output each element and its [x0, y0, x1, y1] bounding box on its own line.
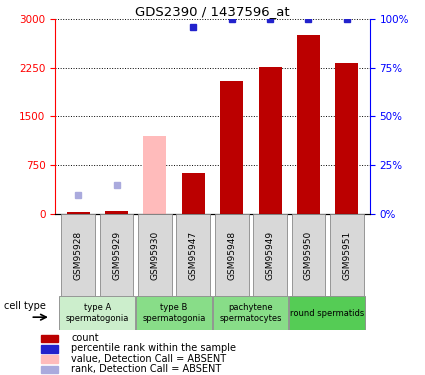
- Bar: [61, 214, 95, 296]
- Bar: [297, 35, 320, 214]
- Bar: [42, 345, 58, 352]
- Bar: [42, 335, 58, 342]
- Text: pachytene
spermatocytes: pachytene spermatocytes: [220, 303, 282, 323]
- Text: rank, Detection Call = ABSENT: rank, Detection Call = ABSENT: [71, 364, 222, 374]
- Title: GDS2390 / 1437596_at: GDS2390 / 1437596_at: [135, 4, 290, 18]
- Text: GSM95928: GSM95928: [74, 230, 83, 280]
- Text: GSM95947: GSM95947: [189, 230, 198, 280]
- Text: GSM95930: GSM95930: [150, 230, 159, 280]
- Bar: [292, 214, 325, 296]
- Bar: [253, 214, 287, 296]
- Bar: [182, 174, 205, 214]
- Bar: [105, 211, 128, 214]
- Text: GSM95929: GSM95929: [112, 230, 121, 280]
- Bar: [215, 214, 249, 296]
- Bar: [144, 136, 167, 214]
- Text: round spermatids: round spermatids: [290, 309, 365, 318]
- Text: GSM95951: GSM95951: [342, 230, 351, 280]
- Bar: [138, 214, 172, 296]
- Bar: [42, 366, 58, 373]
- Bar: [59, 296, 135, 330]
- Bar: [100, 214, 133, 296]
- Text: cell type: cell type: [4, 301, 46, 311]
- Bar: [220, 81, 243, 214]
- Bar: [289, 296, 365, 330]
- Text: GSM95950: GSM95950: [304, 230, 313, 280]
- Text: GSM95949: GSM95949: [266, 230, 275, 280]
- Text: type A
spermatogonia: type A spermatogonia: [66, 303, 129, 323]
- Text: percentile rank within the sample: percentile rank within the sample: [71, 344, 236, 353]
- Bar: [67, 212, 90, 214]
- Bar: [136, 296, 212, 330]
- Text: count: count: [71, 333, 99, 343]
- Bar: [176, 214, 210, 296]
- Text: type B
spermatogonia: type B spermatogonia: [142, 303, 206, 323]
- Bar: [42, 356, 58, 363]
- Text: value, Detection Call = ABSENT: value, Detection Call = ABSENT: [71, 354, 227, 364]
- Bar: [212, 296, 289, 330]
- Text: GSM95948: GSM95948: [227, 230, 236, 280]
- Bar: [258, 67, 281, 214]
- Bar: [330, 214, 364, 296]
- Bar: [335, 63, 358, 214]
